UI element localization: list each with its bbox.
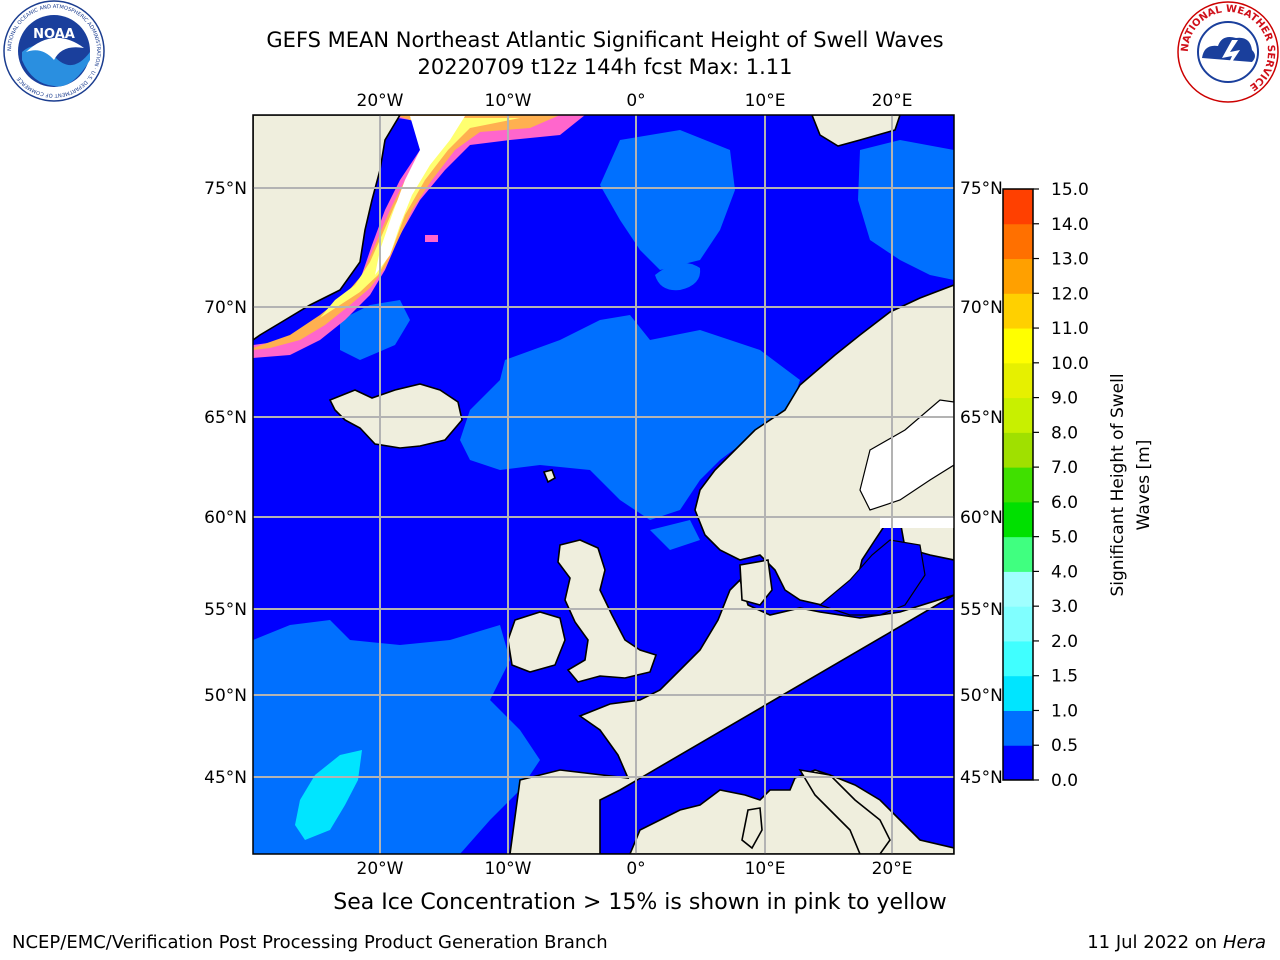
colorbar-segment — [1003, 640, 1033, 677]
colorbar — [1002, 188, 1034, 781]
colorbar-tick-label: 11.0 — [1051, 319, 1089, 339]
ocean-swell-high — [295, 750, 362, 840]
lon-label: 10°E — [745, 859, 786, 879]
lat-label: 75°N — [960, 179, 1003, 199]
map-frame — [252, 114, 955, 855]
lat-labels-left: 75°N 70°N 65°N 60°N 55°N 50°N 45°N — [204, 179, 247, 788]
noaa-logo: NATIONAL OCEANIC AND ATMOSPHERIC ADMINIS… — [3, 0, 105, 102]
footer-credit: NCEP/EMC/Verification Post Processing Pr… — [12, 932, 608, 953]
colorbar-segment — [1003, 710, 1033, 746]
colorbar-ticks: 0.0 0.5 1.0 1.5 2.0 3.0 4.0 5.0 6.0 7.0 8.0 9.0 10.0… — [1033, 180, 1089, 791]
colorbar-tick-label: 10.0 — [1051, 354, 1089, 374]
gulf-of-finland — [880, 516, 954, 528]
colorbar-tick-label: 13.0 — [1051, 250, 1089, 270]
colorbar-segment — [1003, 293, 1033, 329]
colorbar-segment — [1003, 606, 1033, 642]
colorbar-segment — [1003, 432, 1033, 468]
lat-label: 60°N — [960, 508, 1003, 528]
lon-label: 0° — [626, 91, 645, 111]
colorbar-segment — [1003, 328, 1033, 364]
colorbar-tick-label: 9.0 — [1051, 389, 1078, 409]
colorbar-segment — [1003, 536, 1033, 572]
colorbar-tick-label: 3.0 — [1051, 597, 1078, 617]
colorbar-segment — [1003, 467, 1033, 503]
colorbar-segment — [1003, 223, 1033, 260]
lon-label: 10°W — [485, 91, 532, 111]
colorbar-segment — [1003, 189, 1033, 225]
graticule — [253, 115, 954, 854]
lat-label: 60°N — [204, 508, 247, 528]
colorbar-segment — [1003, 675, 1033, 711]
baltic-sea — [818, 539, 926, 616]
colorbar-tick-label: 8.0 — [1051, 423, 1078, 443]
lat-label: 70°N — [960, 298, 1003, 318]
lat-label: 50°N — [960, 686, 1003, 706]
colorbar-tick-label: 1.5 — [1051, 667, 1078, 687]
colorbar-tick-label: 4.0 — [1051, 562, 1078, 582]
colorbar-tick-label: 0.5 — [1051, 736, 1078, 756]
footer-machine: Hera — [1222, 932, 1266, 953]
map-area — [253, 115, 954, 854]
colorbar-tick-label: 1.0 — [1051, 701, 1078, 721]
colorbar-tick-label: 14.0 — [1051, 215, 1089, 235]
lat-label: 65°N — [960, 408, 1003, 428]
colorbar-segment — [1003, 258, 1033, 294]
lat-label: 55°N — [204, 600, 247, 620]
colorbar-tick-label: 5.0 — [1051, 528, 1078, 548]
colorbar-tick-label: 0.0 — [1051, 771, 1078, 791]
colorbar-tick-label: 6.0 — [1051, 493, 1078, 513]
lat-label: 45°N — [204, 768, 247, 788]
lat-label: 70°N — [204, 298, 247, 318]
lat-label: 55°N — [960, 600, 1003, 620]
nws-logo: NATIONAL WEATHER SERVICE — [1177, 1, 1279, 103]
lon-label: 20°E — [872, 91, 913, 111]
lon-label: 10°E — [745, 91, 786, 111]
sea-ice — [253, 115, 585, 358]
sea-ice-note: Sea Ice Concentration > 15% is shown in … — [333, 890, 947, 915]
ocean-swell-mid — [253, 130, 954, 854]
footer-date: 11 Jul 2022 on Hera — [1087, 932, 1266, 953]
colorbar-tick-label: 2.0 — [1051, 632, 1078, 652]
colorbar-segment — [1003, 501, 1033, 538]
lon-label: 0° — [626, 859, 645, 879]
lon-label: 20°W — [357, 91, 404, 111]
lon-label: 20°W — [357, 859, 404, 879]
lon-labels-top: 20°W 10°W 0° 10°E 20°E — [357, 91, 913, 111]
svg-text:NOAA: NOAA — [33, 27, 75, 42]
colorbar-tick-label: 12.0 — [1051, 284, 1089, 304]
colorbar-label-line1: Significant Height of Swell — [1108, 373, 1128, 596]
lat-label: 45°N — [960, 768, 1003, 788]
gulf-of-bothnia — [859, 399, 954, 511]
colorbar-segment — [1003, 397, 1033, 433]
lon-label: 10°W — [485, 859, 532, 879]
colorbar-label-line2: Waves [m] — [1134, 440, 1154, 531]
colorbar-tick-label: 15.0 — [1051, 180, 1089, 200]
colorbar-segment — [1003, 745, 1033, 781]
lat-label: 65°N — [204, 408, 247, 428]
lon-label: 20°E — [872, 859, 913, 879]
colorbar-segment — [1003, 571, 1033, 607]
lat-labels-right: 75°N 70°N 65°N 60°N 55°N 50°N 45°N — [960, 179, 1003, 788]
lat-label: 50°N — [204, 686, 247, 706]
chart-title: GEFS MEAN Northeast Atlantic Significant… — [266, 28, 944, 52]
colorbar-frame — [1002, 188, 1034, 781]
colorbar-tick-label: 7.0 — [1051, 458, 1078, 478]
lat-label: 75°N — [204, 179, 247, 199]
colorbar-segment — [1003, 362, 1033, 399]
lon-labels-bottom: 20°W 10°W 0° 10°E 20°E — [357, 859, 913, 879]
chart-subtitle: 20220709 t12z 144h fcst Max: 1.11 — [417, 55, 793, 79]
